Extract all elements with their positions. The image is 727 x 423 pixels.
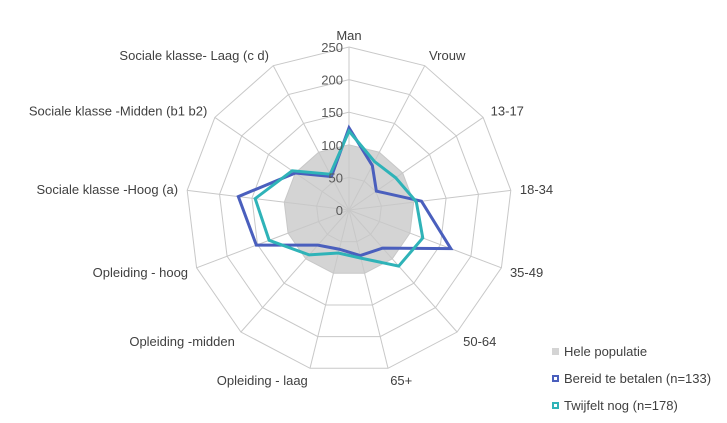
grid-spoke [309,209,350,369]
legend-label: Twijfelt nog (n=178) [564,398,678,413]
grid-ring [283,144,415,274]
legend-item-hele-populatie: Hele populatie [552,338,711,365]
legend-label: Hele populatie [564,344,648,359]
category-label: Opleiding - laag [217,373,308,388]
category-label: 65+ [390,373,412,388]
category-label: 50-64 [463,334,496,349]
tick-label: 200 [321,73,343,88]
legend-label: Bereid te betalen (n=133) [564,371,712,386]
grid-ring [251,111,447,306]
grid-spoke [348,189,511,211]
tick-label: 0 [336,203,343,218]
grid-spoke [214,116,350,211]
legend-marker [552,375,559,382]
grid-spoke [196,209,350,269]
legend-marker [552,348,559,355]
legend: Hele populatie Bereid te betalen (n=133)… [552,338,711,419]
category-label: Opleiding -midden [129,334,235,349]
tick-label: 50 [329,170,343,185]
grid-spoke [348,65,426,211]
grid-spoke [272,65,350,211]
legend-marker [552,402,559,409]
grid-ring [186,46,512,369]
category-label: 18-34 [520,182,553,197]
grid-spoke [348,209,458,333]
category-label: Sociale klasse -Hoog (a) [37,182,179,197]
series-line-2 [253,128,425,268]
grid-ring [316,176,382,243]
tick-label: 150 [321,105,343,120]
tick-label: 250 [321,40,343,55]
grid-spoke [240,209,350,333]
category-label: 35-49 [510,265,543,280]
legend-item-twijfelt: Twijfelt nog (n=178) [552,392,711,419]
grid-spoke [348,209,502,269]
category-label: Opleiding - hoog [93,265,188,280]
category-label: Man [336,28,361,43]
grid-spoke [348,116,484,211]
grid-ring [219,79,479,338]
category-label: Sociale klasse -Midden (b1 b2) [29,104,207,119]
tick-label: 100 [321,138,343,153]
category-label: Vrouw [429,48,466,63]
category-label: Sociale klasse- Laag (c d) [119,48,269,63]
grid-spoke [187,189,350,211]
legend-item-bereid: Bereid te betalen (n=133) [552,365,711,392]
category-label: 13-17 [491,104,524,119]
grid-spoke [348,209,389,369]
